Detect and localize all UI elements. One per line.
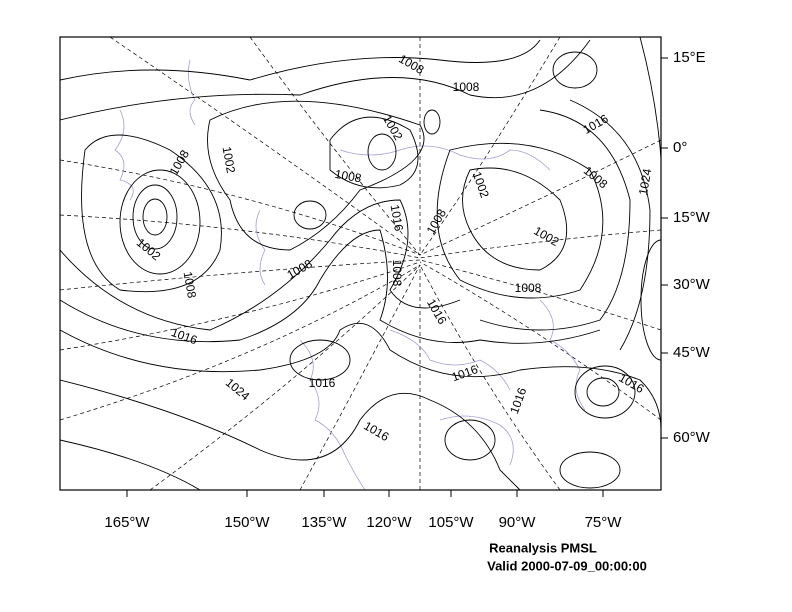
contour-label: 1008 — [424, 206, 450, 236]
contour-label: 1024 — [223, 375, 253, 403]
lon-label: 105°W — [428, 514, 474, 531]
contours — [60, 37, 661, 490]
contour-label: 1008 — [396, 52, 426, 78]
contour-label: 1002 — [220, 145, 238, 174]
contour-label: 1016 — [388, 203, 406, 232]
lon-label: 90°W — [499, 514, 537, 531]
contour-label: 1002 — [134, 235, 164, 263]
lat-label: 15°W — [673, 209, 711, 226]
contour-label: 1002 — [470, 170, 492, 200]
lat-label: 0° — [673, 139, 687, 156]
contour-label: 1016 — [581, 111, 611, 137]
valid-time: Valid 2000-07-09_00:00:00 — [487, 558, 647, 573]
map-title: Reanalysis PMSL — [489, 540, 597, 555]
contour-label: 1008 — [581, 163, 611, 191]
graticule — [60, 37, 661, 490]
contour-label: 1016 — [616, 371, 646, 397]
contour-label: 1016 — [169, 325, 199, 347]
lon-label: 135°W — [301, 514, 347, 531]
lon-ticks — [126, 57, 668, 497]
lon-label: 120°W — [366, 514, 412, 531]
contour-label: 1008 — [167, 147, 193, 177]
contour-label: 1016 — [507, 385, 529, 415]
contour-label: 1016 — [424, 297, 450, 327]
contour-label: 1008 — [334, 167, 363, 185]
lon-label: 165°W — [104, 514, 150, 531]
contour-label: 1002 — [531, 224, 561, 250]
lon-label: 150°W — [224, 514, 270, 531]
contour-label: 1008 — [453, 80, 480, 94]
map-frame — [59, 36, 662, 491]
map-area: 1008 1008 1002 1016 1008 1002 1008 1002 … — [60, 37, 661, 490]
contour-label: 1002 — [380, 113, 406, 143]
contour-label: 1008 — [390, 260, 404, 287]
lat-label: 60°W — [673, 429, 711, 446]
lon-label: 75°W — [585, 514, 623, 531]
lat-label: 45°W — [673, 344, 711, 361]
contour-label: 1008 — [181, 270, 199, 299]
contour-label: 1016 — [361, 419, 391, 445]
contour-label: 1024 — [636, 167, 654, 196]
lat-label: 30°W — [673, 276, 711, 293]
lat-label: 15°E — [673, 49, 706, 66]
contour-label: 1016 — [309, 376, 336, 390]
contour-label: 1008 — [515, 281, 542, 295]
contour-label: 1008 — [285, 256, 315, 282]
